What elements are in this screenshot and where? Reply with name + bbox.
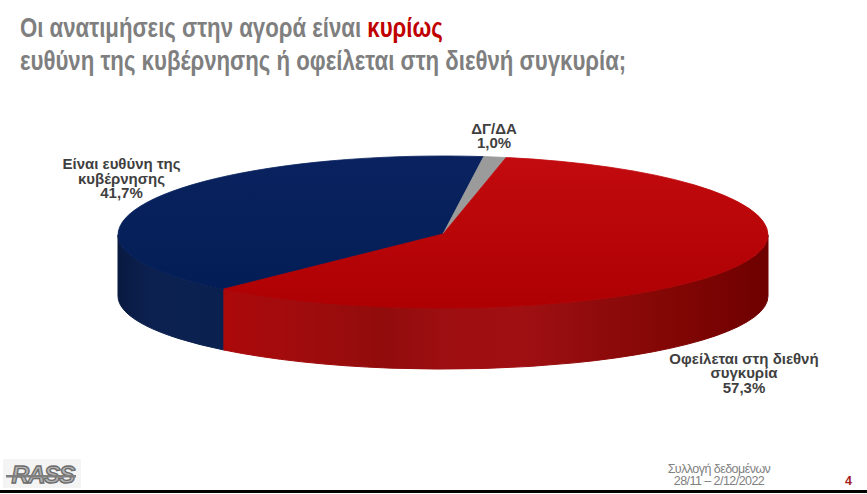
svg-text:RASS: RASS [12, 461, 77, 488]
